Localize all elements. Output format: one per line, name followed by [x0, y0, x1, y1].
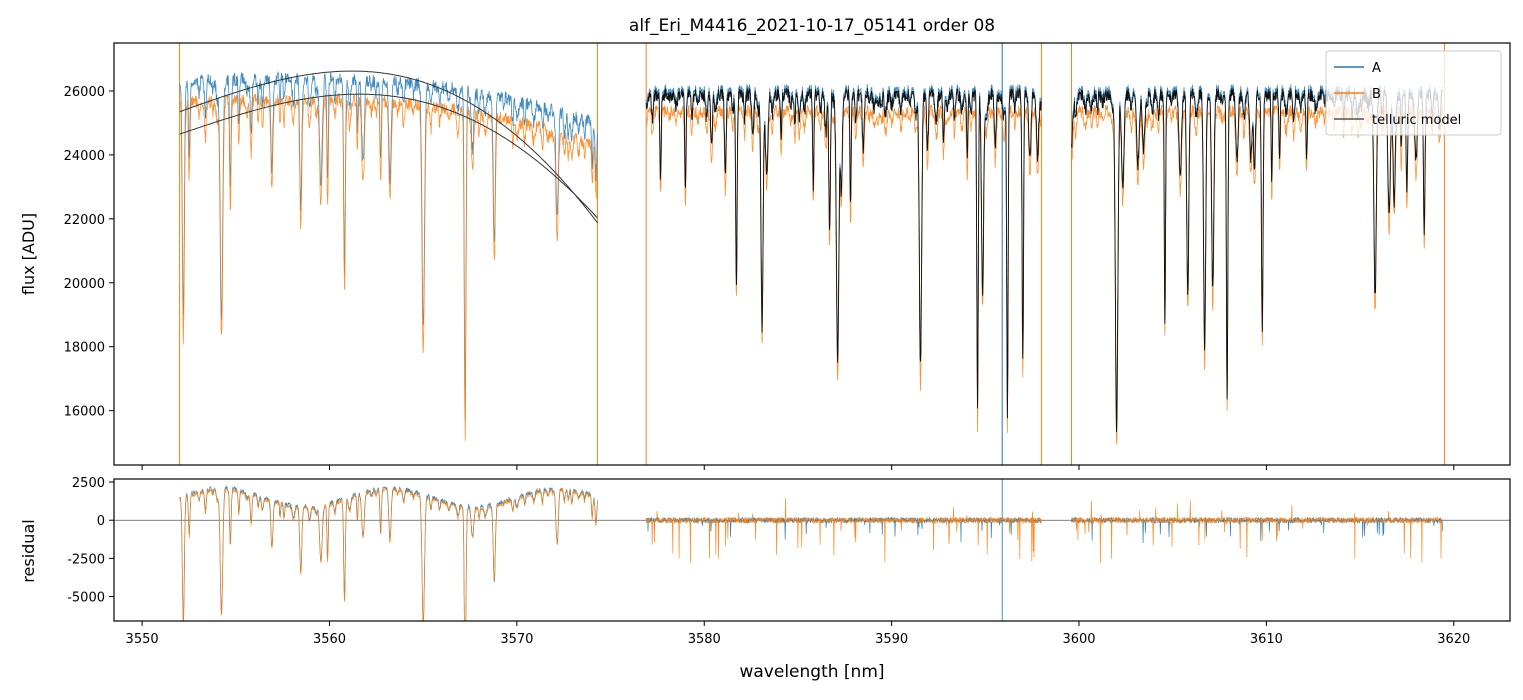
- flux-panel: 16000 18000 20000 22000 24000 26000 flux [ADU…: [19, 42, 1511, 470]
- y-tick-label: -2500: [67, 552, 105, 567]
- y-axis-label-flux: flux [ADU]: [19, 213, 38, 295]
- legend-label: telluric model: [1372, 113, 1461, 128]
- telluric-model-line: [179, 70, 598, 223]
- y-axis-label-residual: residual: [19, 519, 38, 582]
- residual-axes-frame: [113, 478, 1511, 622]
- x-axis-label: wavelength [nm]: [739, 662, 884, 682]
- x-tick-label: 3620: [1437, 632, 1470, 647]
- y-tick-label: 18000: [64, 341, 105, 356]
- chart-title: alf_Eri_M4416_2021-10-17_05141 order 08: [629, 16, 995, 36]
- x-tick-label: 3590: [875, 632, 908, 647]
- y-tick-label: 16000: [64, 405, 105, 420]
- series-a-line: [179, 70, 598, 421]
- x-tick-label: 3550: [126, 632, 159, 647]
- residual-b-line: [179, 486, 598, 621]
- x-tick-label: 3580: [688, 632, 721, 647]
- x-tick-label: 3600: [1062, 632, 1095, 647]
- flux-axes-frame: [113, 42, 1511, 466]
- telluric-model-line: [645, 86, 1042, 419]
- series-b-line: [179, 93, 598, 441]
- y-tick-label: -5000: [67, 591, 105, 606]
- y-tick-label: 0: [97, 514, 105, 529]
- telluric-model-line: [179, 93, 598, 219]
- legend-box: [1325, 50, 1502, 136]
- residual-panel: -5000 -2500 0 2500 3550 3560 3570 3580 3590 3600…: [19, 476, 1511, 682]
- legend-label: B: [1372, 87, 1381, 102]
- y-tick-label: 20000: [64, 277, 105, 292]
- y-tick-label: 22000: [64, 213, 105, 228]
- y-tick-label: 2500: [72, 476, 105, 491]
- legend-label: A: [1372, 61, 1381, 76]
- residual-b-line: [1071, 500, 1443, 564]
- y-tick-label: 24000: [64, 149, 105, 164]
- y-tick-label: 26000: [64, 85, 105, 100]
- x-tick-label: 3560: [313, 632, 346, 647]
- residual-b-line: [645, 497, 1042, 563]
- series-b-line: [1071, 104, 1443, 445]
- x-tick-label: 3570: [500, 632, 533, 647]
- x-tick-label: 3610: [1250, 632, 1283, 647]
